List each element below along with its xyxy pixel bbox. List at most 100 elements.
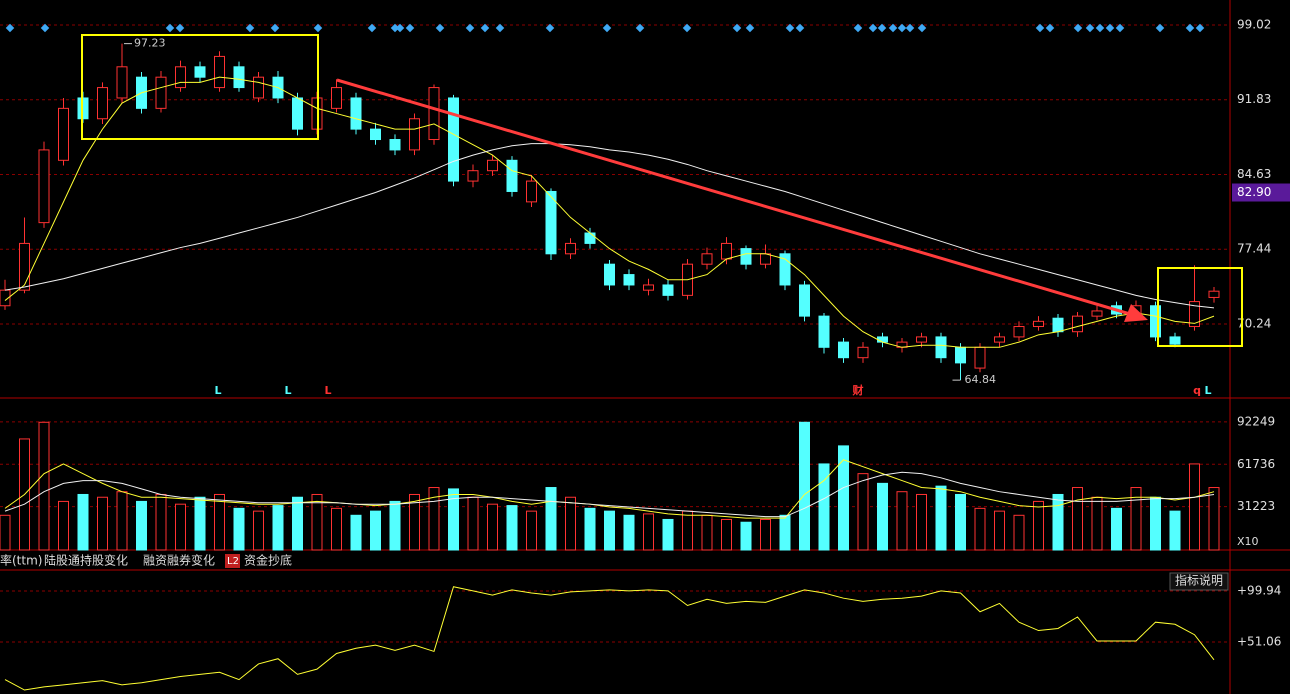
candle-body	[1091, 310, 1103, 317]
event-label: L	[324, 384, 331, 397]
indicator-line	[4, 586, 1215, 691]
volume-bar	[916, 493, 927, 551]
candle-body	[38, 149, 50, 224]
volume-bar	[974, 507, 986, 551]
button-label[interactable]: 指标说明	[1175, 573, 1223, 588]
candle-body	[779, 253, 791, 286]
candle-body	[916, 336, 927, 343]
candle-body	[643, 284, 654, 291]
candle-body	[994, 336, 1005, 343]
volume-bar	[604, 510, 615, 551]
volume-bar	[1130, 487, 1142, 551]
candle-body	[292, 97, 303, 130]
volume-bar	[331, 507, 342, 551]
y-tick-label: 77.44	[1237, 242, 1271, 256]
y-tick-label: 70.24	[1237, 317, 1271, 331]
volume-bar	[487, 503, 498, 551]
candle-body	[877, 336, 888, 343]
candle-body	[370, 128, 381, 141]
volume-bar	[350, 514, 362, 551]
volume-average	[4, 471, 1215, 518]
volume-bar	[701, 514, 713, 551]
volume-bar	[721, 518, 732, 551]
volume-bar	[214, 493, 225, 551]
volume-bar	[292, 496, 303, 551]
candle-body	[19, 242, 30, 291]
candle-body	[155, 76, 167, 109]
y-tick-label: 61736	[1237, 457, 1275, 471]
volume-bar	[1091, 496, 1103, 551]
candle-body	[1013, 326, 1025, 338]
volume-bar	[779, 514, 791, 551]
tab[interactable]: 资金抄底	[244, 553, 292, 568]
signal-marker	[367, 23, 377, 33]
candle-body	[233, 66, 245, 89]
volume-bar	[194, 496, 206, 551]
volume-bar	[1169, 510, 1181, 551]
signal-marker	[40, 23, 50, 33]
button[interactable]	[1169, 572, 1229, 591]
signal-marker	[495, 23, 505, 33]
candle-body	[526, 180, 537, 203]
volume-bar	[838, 445, 849, 551]
candle-body	[506, 159, 518, 192]
candle-body	[214, 55, 225, 89]
candle-body	[116, 66, 128, 99]
volume-bar	[955, 493, 966, 551]
tab[interactable]: 率(ttm)	[0, 553, 42, 568]
tab-bar: 率(ttm) 陆股通持股变化 融资融券变化 L2 资金抄底	[0, 553, 292, 568]
volume-bar	[1111, 507, 1122, 551]
candle-body	[389, 139, 401, 151]
volume-bar	[1033, 500, 1044, 551]
unit-label: X10	[1237, 535, 1259, 548]
trend-arrow	[336, 78, 1131, 316]
y-tick-label: 91.83	[1237, 92, 1271, 106]
y-tick-label: 92249	[1237, 414, 1275, 428]
candle-body	[1072, 315, 1083, 333]
candle-body	[487, 159, 498, 172]
volume-bar	[370, 510, 381, 551]
volume-bar	[740, 521, 752, 551]
signal-marker	[270, 23, 280, 33]
volume-bar	[857, 473, 869, 551]
candle-body	[1208, 290, 1220, 298]
volume-bar	[233, 507, 245, 551]
volume-bar	[1072, 487, 1083, 551]
signal-marker	[480, 23, 490, 33]
volume-bar	[0, 514, 11, 551]
volume-bar	[935, 485, 947, 551]
tab[interactable]: 融资融券变化	[143, 553, 215, 568]
tab[interactable]: L2	[227, 556, 239, 567]
last-price-label: 82.90	[1237, 185, 1271, 199]
volume-bar	[1013, 514, 1025, 551]
tab[interactable]: 陆股通持股变化	[44, 553, 128, 568]
candle-body	[565, 242, 576, 255]
volume-bar	[584, 507, 596, 551]
event-label: L	[214, 384, 221, 397]
volume-bar	[760, 518, 771, 551]
volume-bar	[155, 493, 167, 551]
volume-bar	[175, 503, 186, 551]
volume-bar	[1208, 487, 1220, 551]
volume-bar	[623, 514, 635, 551]
moving-average	[4, 76, 1215, 348]
volume-bar	[994, 510, 1005, 551]
signal-marker	[405, 23, 415, 33]
y-tick-label: 99.02	[1237, 18, 1271, 32]
candle-body	[604, 263, 615, 286]
volume-bar	[409, 493, 420, 551]
candle-body	[721, 242, 732, 260]
signal-marker	[395, 23, 405, 33]
candle-body	[58, 107, 69, 161]
signal-marker	[390, 23, 400, 33]
candle-body	[818, 315, 830, 348]
volume-bar	[565, 496, 576, 551]
candle-body	[740, 248, 752, 265]
plot: 99.02 91.83 84.63 77.44 70.24 82.90 97.23 64.84…	[0, 18, 1290, 691]
candle-body	[701, 253, 713, 265]
candle-body	[1052, 317, 1064, 333]
volume-bar	[77, 493, 89, 551]
